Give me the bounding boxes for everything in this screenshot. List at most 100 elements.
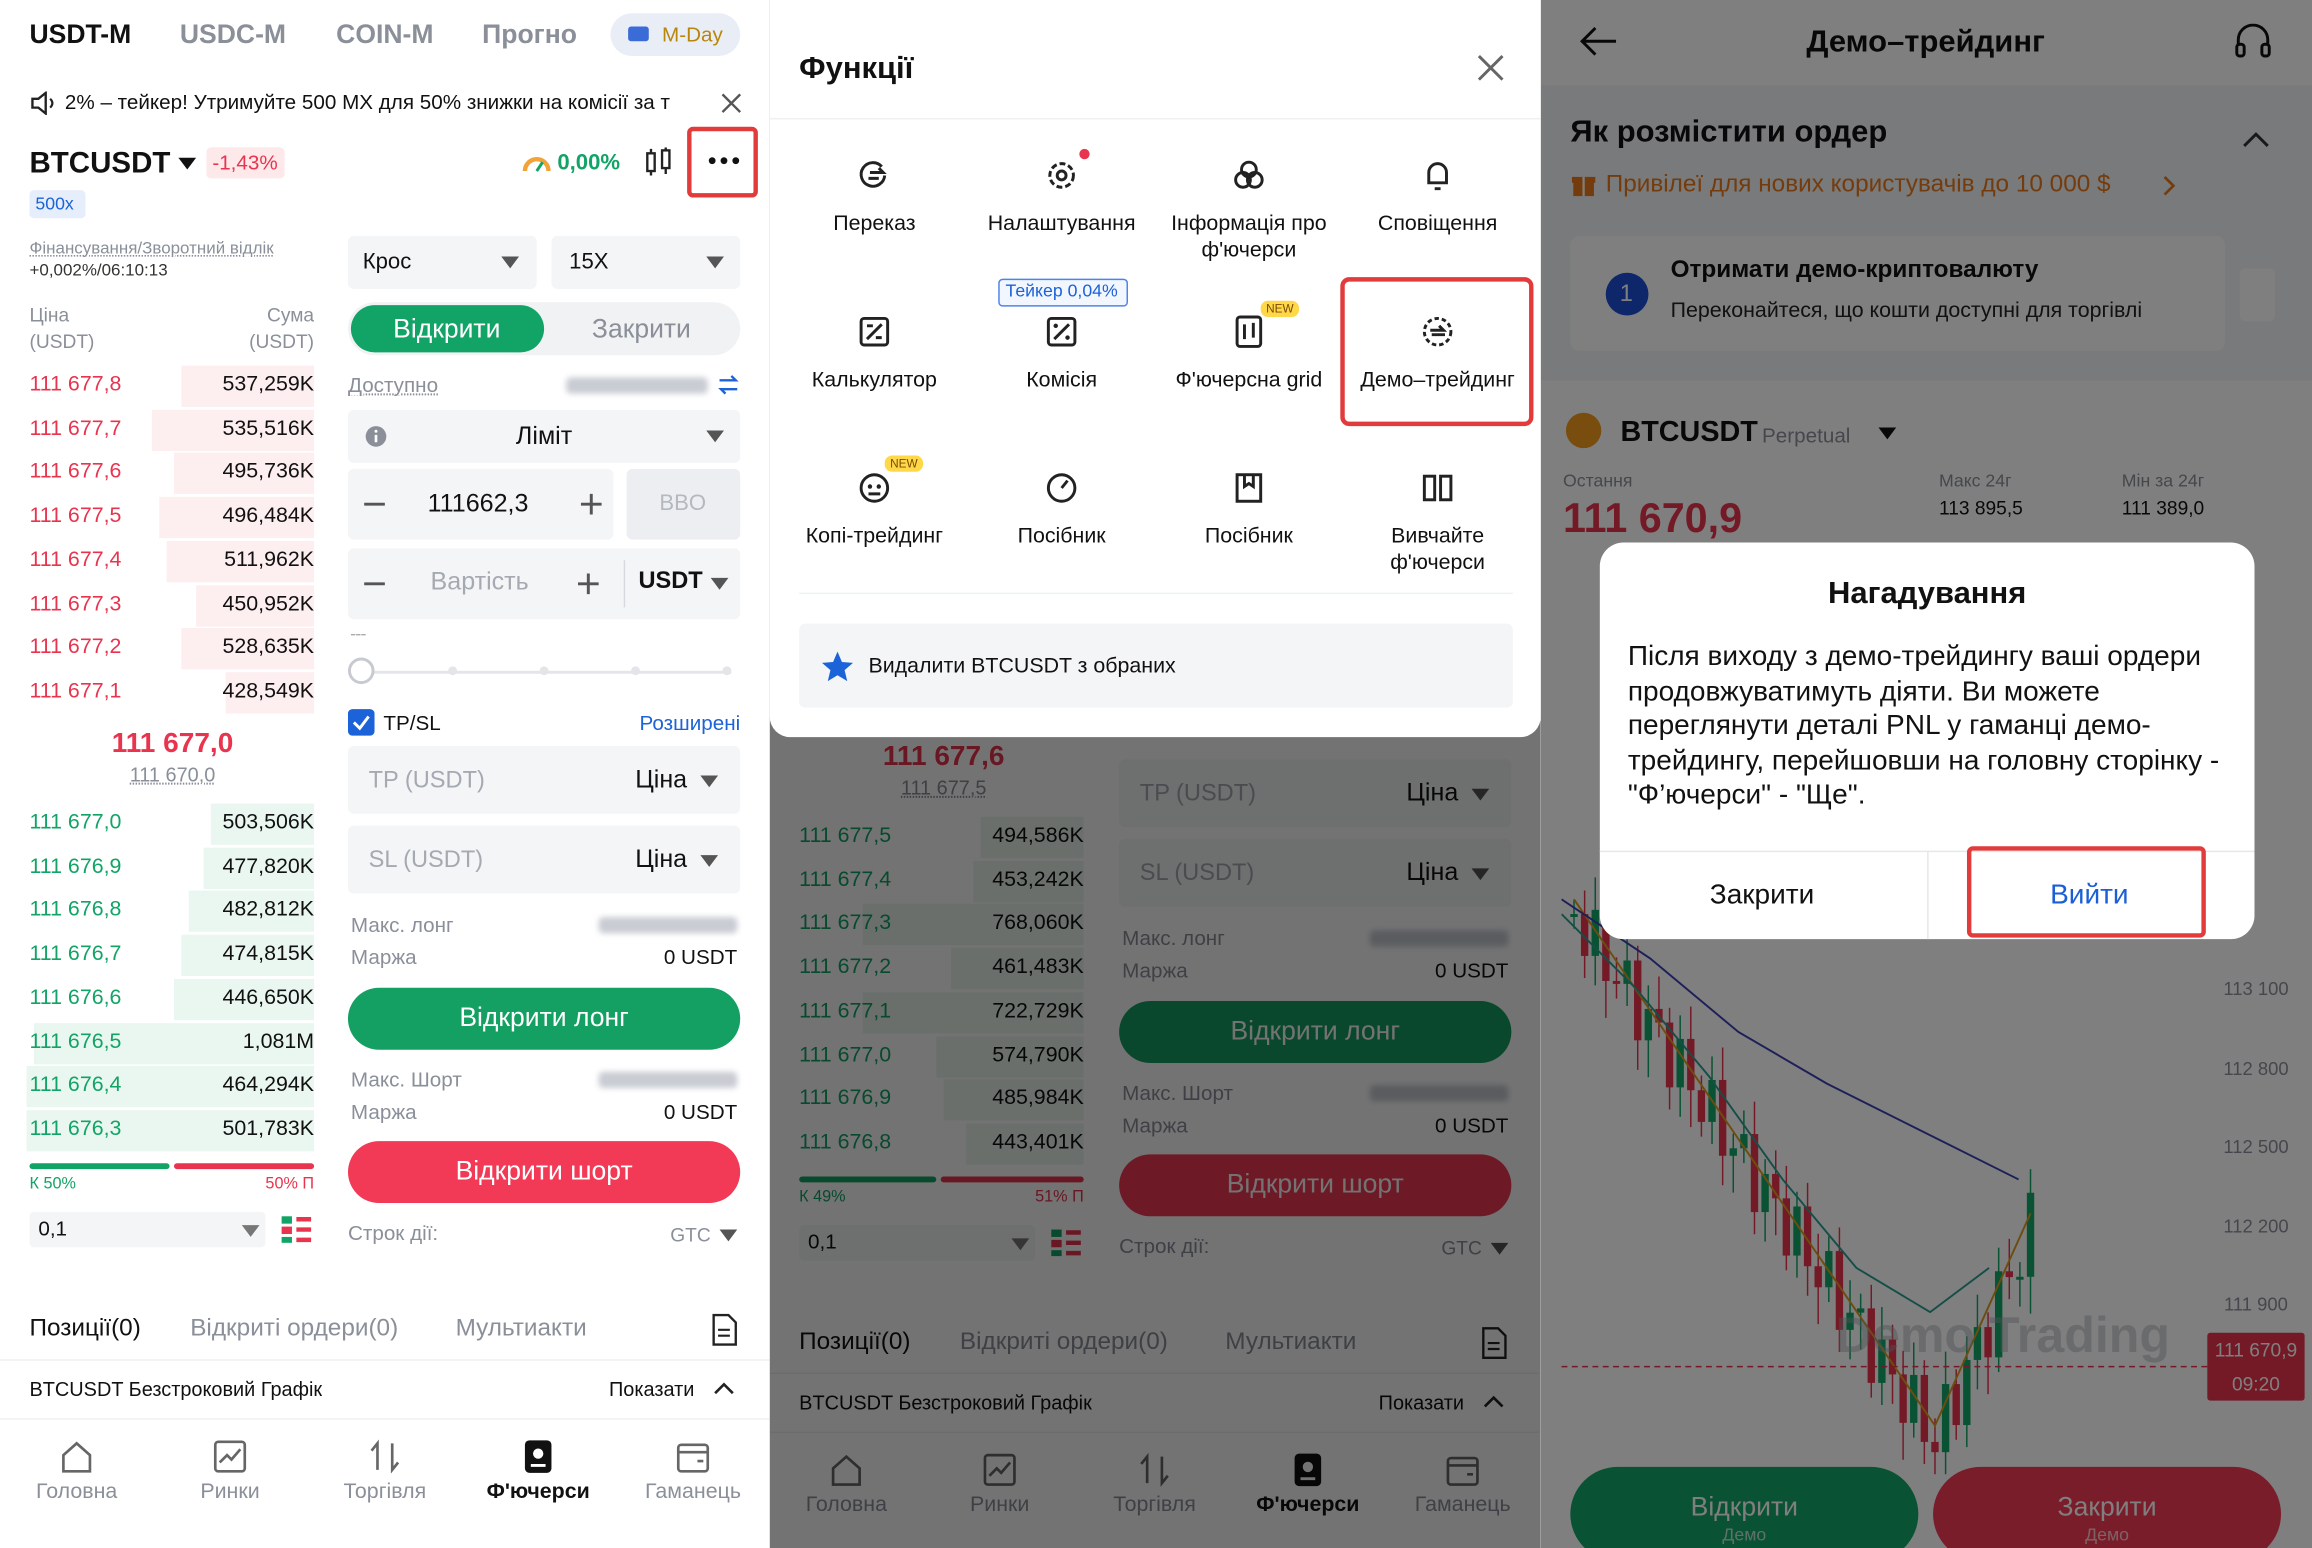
feature-icon[interactable] [857, 470, 892, 505]
tpsl-input[interactable] [347, 745, 741, 814]
feature-label[interactable]: Налаштування [987, 212, 1136, 236]
nav-label[interactable]: Ф'ючерси [486, 1480, 590, 1504]
symbol[interactable]: BTCUSDT [29, 147, 171, 180]
book-price[interactable]: 111 676,7 [29, 942, 122, 966]
nav-label[interactable]: Гаманець [645, 1480, 741, 1504]
precision-select[interactable] [29, 1211, 266, 1248]
feature-label[interactable]: Ф'ючерсна grid [1175, 368, 1323, 393]
market-tab[interactable]: USDC-M [179, 19, 287, 49]
feature-icon[interactable] [857, 158, 892, 193]
close-sheet[interactable] [1477, 54, 1504, 82]
feature-label[interactable]: Посібник [1204, 524, 1293, 549]
depth-bar [181, 934, 315, 977]
nav-icon[interactable] [675, 1439, 710, 1474]
feature-icon[interactable] [1231, 158, 1266, 193]
feature-label[interactable]: Посібник [1017, 524, 1106, 549]
feature-label[interactable]: Переказ [833, 212, 916, 236]
feature-label[interactable]: Калькулятор [811, 368, 937, 393]
candle-icon[interactable] [643, 147, 675, 176]
orders-doc-icon[interactable] [711, 1313, 738, 1346]
advanced-link[interactable]: Розширені [639, 710, 741, 735]
cost-input[interactable] [347, 548, 741, 620]
book-layout-icon[interactable] [280, 1215, 312, 1244]
feature-icon[interactable] [1420, 158, 1455, 193]
show-toggle[interactable]: Показати [608, 1378, 695, 1401]
bottom-tab[interactable]: Позиції(0) [29, 1315, 141, 1342]
minus-btn[interactable] [363, 492, 387, 516]
feature-icon[interactable] [1044, 314, 1079, 349]
market-tab[interactable]: USDT-M [29, 19, 132, 49]
transfer-icon[interactable] [717, 373, 741, 397]
feature-icon[interactable] [1420, 314, 1455, 349]
book-price[interactable]: 111 677,2 [29, 635, 122, 660]
book-price[interactable]: 111 676,3 [29, 1117, 122, 1141]
margin-value: 0 USDT [663, 945, 738, 969]
market-tab[interactable]: COIN-M [336, 19, 434, 49]
bottom-tab[interactable]: Мультиакти [455, 1315, 587, 1342]
leverage-select[interactable] [551, 235, 741, 289]
close-banner[interactable] [721, 93, 742, 114]
nav-icon[interactable] [212, 1439, 247, 1474]
feature-icon[interactable] [1044, 470, 1079, 505]
tpsl-input[interactable] [347, 825, 741, 894]
nav-icon-glyph [370, 1439, 400, 1474]
feature-label[interactable]: Демо–трейдинг [1360, 368, 1515, 393]
more-button-highlight[interactable] [687, 126, 758, 198]
tif-value[interactable]: GTC [670, 1223, 711, 1246]
book-price[interactable]: 111 677,6 [29, 460, 122, 485]
feature-icon[interactable] [1420, 470, 1455, 505]
plus-btn[interactable] [577, 572, 601, 596]
book-price[interactable]: 111 677,7 [29, 416, 122, 441]
open-tab-active[interactable] [350, 305, 545, 353]
book-price[interactable]: 111 677,1 [29, 679, 122, 704]
feature-label[interactable]: Комісія [1026, 368, 1098, 393]
bbo-btn[interactable] [626, 468, 741, 540]
tpsl-checkbox[interactable] [347, 709, 375, 736]
book-price[interactable]: 111 676,9 [29, 854, 122, 879]
book-price[interactable]: 111 676,8 [29, 898, 122, 923]
margin-mode-select[interactable] [347, 235, 537, 289]
book-price[interactable]: 111 677,5 [29, 504, 122, 528]
close-tab[interactable]: Закрити [591, 314, 691, 344]
book-layout-icon-glyph [281, 1216, 312, 1243]
open-short-btn[interactable] [347, 1141, 741, 1204]
minus-btn[interactable] [363, 572, 387, 596]
open-long-btn[interactable] [347, 987, 741, 1050]
feature-label[interactable]: Копі-трейдинг [805, 524, 944, 549]
feature-label[interactable]: Сповіщення [1377, 212, 1498, 236]
nav-icon[interactable] [367, 1439, 402, 1474]
dialog-cancel[interactable]: Закрити [1709, 880, 1815, 912]
dialog-confirm[interactable]: Вийти [2050, 880, 2129, 912]
book-price[interactable]: 111 677,4 [29, 548, 122, 572]
bottom-tab[interactable]: Відкриті ордери(0) [190, 1315, 399, 1342]
feature-icon[interactable] [857, 314, 892, 349]
book-price[interactable]: 111 676,5 [29, 1029, 122, 1054]
market-tab[interactable]: Прогно [482, 19, 577, 49]
nav-icon[interactable] [59, 1439, 94, 1474]
plus-btn[interactable] [579, 492, 603, 516]
feature-icon[interactable] [1044, 158, 1079, 193]
dropdown-caret-glyph [241, 1225, 260, 1237]
feature-icon[interactable] [1231, 470, 1266, 505]
book-amount: 450,952K [222, 591, 315, 616]
demo-trading-highlight[interactable] [1340, 277, 1534, 427]
change-badge [206, 147, 285, 179]
feature-label[interactable]: Інформація про ф'ючерси [1171, 212, 1327, 263]
feature-icon[interactable] [1231, 314, 1266, 349]
feature-label[interactable]: Вивчайте ф'ючерси [1390, 524, 1486, 575]
book-price[interactable]: 111 677,3 [29, 591, 122, 616]
book-price[interactable]: 111 677,8 [29, 372, 122, 397]
confirm-highlight[interactable] [1966, 846, 2206, 938]
favorite-row[interactable] [799, 623, 1513, 708]
nav-label[interactable]: Ринки [200, 1480, 260, 1504]
price-input[interactable] [347, 468, 614, 540]
nav-label[interactable]: Головна [36, 1480, 118, 1504]
book-price[interactable]: 111 676,4 [29, 1073, 122, 1098]
order-type-select[interactable] [347, 409, 741, 463]
book-price[interactable]: 111 677,0 [29, 810, 122, 835]
slider-thumb[interactable] [347, 657, 375, 685]
chevron-up[interactable] [714, 1381, 735, 1396]
nav-icon[interactable] [520, 1439, 555, 1474]
book-price[interactable]: 111 676,6 [29, 986, 122, 1010]
nav-label[interactable]: Торгівля [343, 1480, 427, 1504]
